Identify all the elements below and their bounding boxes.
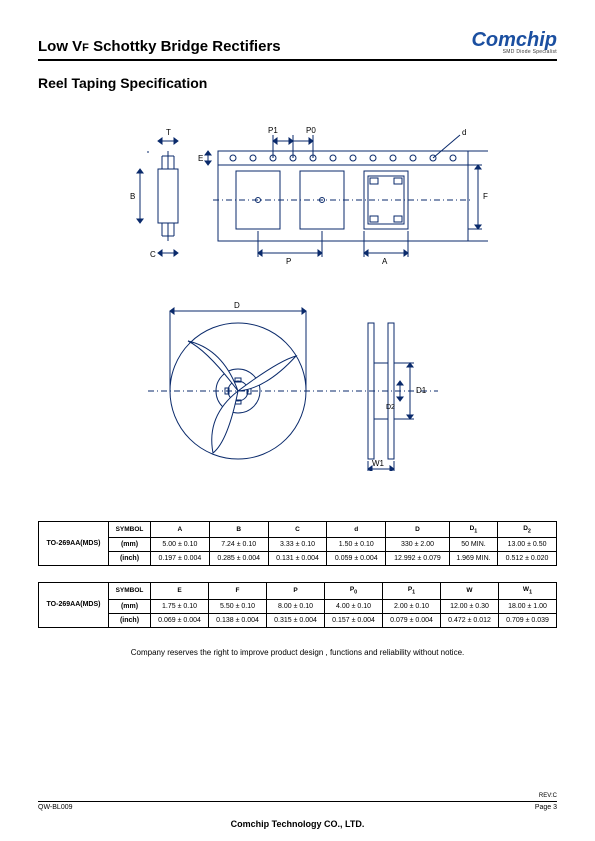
label-E: E bbox=[198, 154, 203, 163]
sym: D1 bbox=[449, 522, 497, 538]
cell: 1.50 ± 0.10 bbox=[327, 538, 386, 552]
sym: C bbox=[268, 522, 327, 538]
sym: P1 bbox=[383, 583, 441, 599]
cell: 1.75 ± 0.10 bbox=[151, 599, 209, 613]
label-P: P bbox=[286, 257, 291, 266]
cell: 18.00 ± 1.00 bbox=[499, 599, 557, 613]
label-D1: D1 bbox=[416, 386, 427, 395]
page-title: Low VF Schottky Bridge Rectifiers bbox=[38, 38, 281, 55]
cell: 12.00 ± 0.30 bbox=[441, 599, 499, 613]
sym: E bbox=[151, 583, 209, 599]
sym: W bbox=[441, 583, 499, 599]
title-sub: F bbox=[82, 42, 89, 54]
logo: Comchip SMD Diode Specialist bbox=[471, 30, 557, 55]
subtitle: Reel Taping Specification bbox=[38, 75, 557, 91]
label-P1: P1 bbox=[268, 126, 278, 135]
reel-diagram: D W1 D1 D2 bbox=[128, 301, 468, 471]
unit-inch: (inch) bbox=[109, 552, 151, 566]
sym: B bbox=[209, 522, 268, 538]
sym: A bbox=[151, 522, 210, 538]
cell: 0.285 ± 0.004 bbox=[209, 552, 268, 566]
title-prefix: Low V bbox=[38, 38, 82, 55]
title-suffix: Schottky Bridge Rectifiers bbox=[89, 38, 281, 55]
header: Low VF Schottky Bridge Rectifiers Comchi… bbox=[38, 30, 557, 61]
cell: 0.079 ± 0.004 bbox=[383, 613, 441, 627]
cell: 0.709 ± 0.039 bbox=[499, 613, 557, 627]
symbol-header: SYMBOL bbox=[109, 583, 151, 599]
label-F: F bbox=[483, 192, 488, 201]
package-cell: TO-269AA(MDS) bbox=[39, 522, 109, 566]
unit-mm: (mm) bbox=[109, 538, 151, 552]
cell: 0.131 ± 0.004 bbox=[268, 552, 327, 566]
footer: QW-BL009 Page 3 bbox=[38, 801, 557, 811]
label-T: T bbox=[166, 128, 171, 137]
label-C: C bbox=[150, 250, 156, 259]
cell: 12.992 ± 0.079 bbox=[386, 552, 450, 566]
cell: 0.138 ± 0.004 bbox=[209, 613, 267, 627]
sym: P0 bbox=[325, 583, 383, 599]
cell: 3.33 ± 0.10 bbox=[268, 538, 327, 552]
sym: D bbox=[386, 522, 450, 538]
sym: D2 bbox=[498, 522, 557, 538]
spec-table-2: TO-269AA(MDS) SYMBOL E F P P0 P1 W W1 (m… bbox=[38, 582, 557, 627]
label-W1: W1 bbox=[372, 459, 385, 468]
label-P0: P0 bbox=[306, 126, 316, 135]
page-number: Page 3 bbox=[535, 804, 557, 811]
table-row: TO-269AA(MDS) SYMBOL A B C d D D1 D2 bbox=[39, 522, 557, 538]
table-row: (inch) 0.069 ± 0.004 0.138 ± 0.004 0.315… bbox=[39, 613, 557, 627]
cell: 0.197 ± 0.004 bbox=[151, 552, 210, 566]
cell: 0.157 ± 0.004 bbox=[325, 613, 383, 627]
symbol-header: SYMBOL bbox=[109, 522, 151, 538]
package-cell: TO-269AA(MDS) bbox=[39, 583, 109, 627]
unit-inch: (inch) bbox=[109, 613, 151, 627]
tape-diagram: T C B bbox=[108, 121, 488, 271]
logo-text: Comchip bbox=[471, 29, 557, 51]
cell: 0.059 ± 0.004 bbox=[327, 552, 386, 566]
company-name: Comchip Technology CO., LTD. bbox=[0, 819, 595, 829]
cell: 50 MIN. bbox=[449, 538, 497, 552]
cell: 1.969 MIN. bbox=[449, 552, 497, 566]
cell: 5.00 ± 0.10 bbox=[151, 538, 210, 552]
cell: 4.00 ± 0.10 bbox=[325, 599, 383, 613]
cell: 8.00 ± 0.10 bbox=[267, 599, 325, 613]
cell: 330 ± 2.00 bbox=[386, 538, 450, 552]
unit-mm: (mm) bbox=[109, 599, 151, 613]
sym: d bbox=[327, 522, 386, 538]
doc-number: QW-BL009 bbox=[38, 804, 73, 811]
cell: 2.00 ± 0.10 bbox=[383, 599, 441, 613]
sym: W1 bbox=[499, 583, 557, 599]
revision-label: REV:C bbox=[539, 793, 557, 799]
cell: 7.24 ± 0.10 bbox=[209, 538, 268, 552]
label-D2: D2 bbox=[386, 404, 395, 411]
table-row: (mm) 1.75 ± 0.10 5.50 ± 0.10 8.00 ± 0.10… bbox=[39, 599, 557, 613]
label-d: d bbox=[462, 128, 466, 137]
spec-table-1: TO-269AA(MDS) SYMBOL A B C d D D1 D2 (mm… bbox=[38, 521, 557, 566]
sym: F bbox=[209, 583, 267, 599]
label-A: A bbox=[382, 257, 388, 266]
table-row: (mm) 5.00 ± 0.10 7.24 ± 0.10 3.33 ± 0.10… bbox=[39, 538, 557, 552]
table-row: (inch) 0.197 ± 0.004 0.285 ± 0.004 0.131… bbox=[39, 552, 557, 566]
cell: 0.069 ± 0.004 bbox=[151, 613, 209, 627]
cell: 0.512 ± 0.020 bbox=[498, 552, 557, 566]
sym: P bbox=[267, 583, 325, 599]
cell: 0.472 ± 0.012 bbox=[441, 613, 499, 627]
label-B: B bbox=[130, 192, 135, 201]
label-D: D bbox=[234, 301, 240, 310]
cell: 13.00 ± 0.50 bbox=[498, 538, 557, 552]
cell: 0.315 ± 0.004 bbox=[267, 613, 325, 627]
cell: 5.50 ± 0.10 bbox=[209, 599, 267, 613]
table-row: TO-269AA(MDS) SYMBOL E F P P0 P1 W W1 bbox=[39, 583, 557, 599]
diagram-area: T C B bbox=[38, 121, 557, 471]
disclaimer-note: Company reserves the right to improve pr… bbox=[38, 648, 557, 657]
